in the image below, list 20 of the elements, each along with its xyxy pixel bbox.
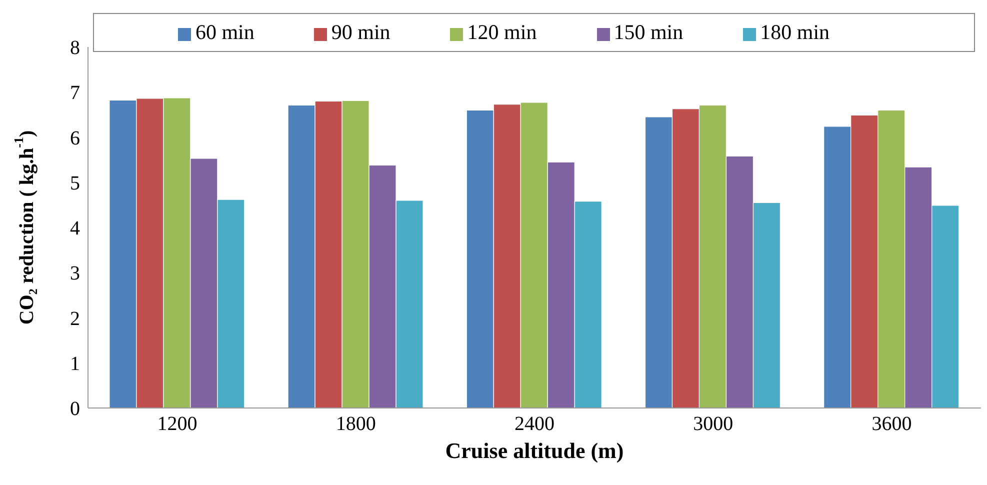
x-tick-label: 1800 — [336, 413, 376, 436]
y-tick-label: 3 — [70, 262, 80, 285]
x-tick-label: 3000 — [693, 413, 734, 436]
y-tick-label: 7 — [70, 82, 80, 104]
legend-label: 90 min — [331, 20, 390, 44]
x-tick-label: 2400 — [514, 413, 554, 436]
x-tick-label: 1200 — [157, 413, 198, 436]
y-tick-label: 0 — [70, 398, 80, 420]
y-tick-label: 2 — [70, 308, 80, 330]
y-tick-label: 4 — [70, 218, 80, 240]
y-tick-label: 8 — [70, 37, 80, 60]
legend-label: 120 min — [467, 20, 537, 44]
x-axis-title: Cruise altitude (m) — [445, 438, 624, 463]
legend-label: 60 min — [195, 20, 254, 44]
y-tick-label: 5 — [70, 172, 80, 194]
x-tick-label: 3600 — [872, 413, 912, 436]
y-tick-label: 1 — [70, 352, 80, 375]
legend-label: 180 min — [760, 20, 830, 44]
y-tick-label: 6 — [70, 127, 80, 150]
legend-label: 150 min — [614, 20, 684, 44]
